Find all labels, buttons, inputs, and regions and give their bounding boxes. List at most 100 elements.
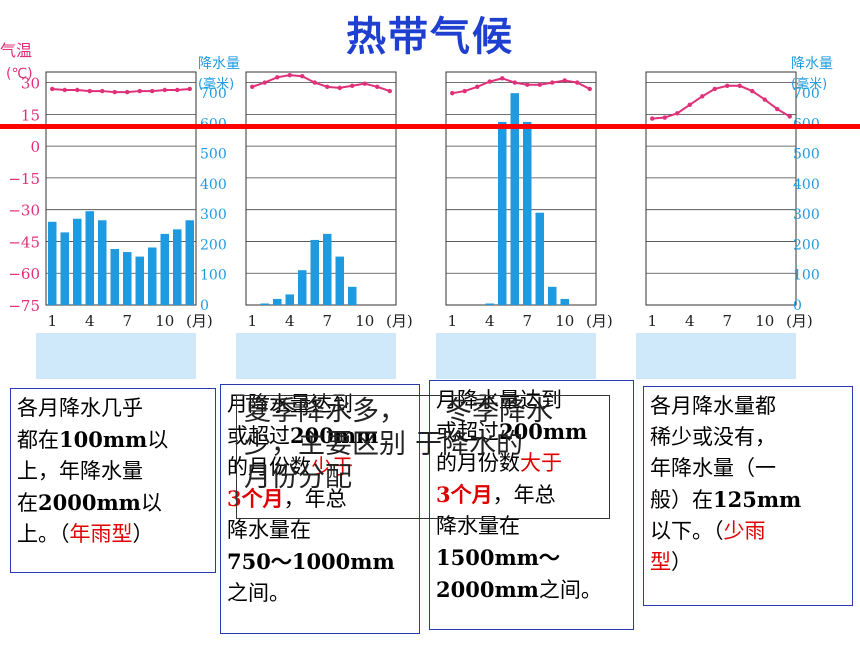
precip-bar [60,232,69,305]
temp-tick: −15 [8,170,40,188]
precip-bar [510,93,519,305]
box4-text: 各月降水量都 稀少或没有， 年降水量（一 般）在125mm 以下。（少雨 型） [650,394,802,574]
temp-point [362,81,367,86]
precip-bar [335,256,344,305]
precip-bar [135,256,144,305]
month-tick: 4 [485,312,495,330]
chart-frame [245,71,397,306]
temp-point [587,86,592,92]
temp-point [537,82,542,87]
month-tick: 1 [447,312,457,330]
precip-bar [523,121,532,305]
precip-tick: 300 [793,207,820,223]
precip-tick: 400 [793,177,820,193]
temp-point [737,83,742,88]
temp-tick: −60 [8,265,40,283]
precip-tick: 200 [200,237,227,253]
precip-bar [148,247,157,305]
label-slot-3 [436,333,596,379]
precip-bar [348,286,357,305]
month-tick: 7 [722,312,732,330]
temp-point [687,102,692,108]
temp-point [475,84,480,90]
precip-bar [48,221,57,305]
temp-point [512,80,517,85]
overlay-line-4: 冬季降水 [445,396,553,427]
overlay-text-left: 夏季降水多， 少，主要区别 月份分配 [244,396,406,494]
overlay-line-5: 于降水的 [415,429,523,460]
label-slot-2 [236,333,396,379]
highlight-line [0,124,860,129]
precip-bar [273,298,282,305]
precip-axis-title: 降水量 [198,56,240,72]
temp-point [662,115,667,120]
temp-point [50,86,55,92]
month-tick: 7 [322,312,332,330]
precip-tick: 0 [793,298,802,314]
month-tick: 10 [155,312,174,330]
precip-bar [73,218,82,305]
temp-point [762,97,767,102]
chart-frame [445,71,597,306]
temp-point [700,94,705,99]
temp-axis-title: 气温 [0,41,32,60]
precip-bar [123,252,132,305]
overlay-line-1: 夏季降水多， [244,396,406,427]
temp-point [100,88,105,94]
page-title: 热带气候 [346,14,514,60]
box1-text: 各月降水几乎 都在100mm以 上，年降水量 在2000mm以 上。（年雨型） [17,396,169,546]
month-tick: 7 [522,312,532,330]
box3-text: 月降水量达到 或超过200mm 的月份数大于 3个月，年总 降水量在 1500mm～ 200… [436,388,602,602]
temp-point [350,83,355,88]
description-box-1: 各月降水几乎 都在100mm以 上，年降水量 在2000mm以 上。（年雨型） [10,388,216,573]
precip-axis-unit: (毫米) [198,76,234,92]
temp-point [162,87,167,93]
precip-tick: 500 [793,147,820,163]
precip-tick: 700 [793,86,820,102]
overlay-line-3: 月份分配 [244,462,352,493]
temp-tick: −30 [8,202,40,220]
temp-point [525,82,530,87]
temp-point [550,80,555,85]
temp-point [712,86,717,92]
temp-point [325,84,330,90]
month-tick: 1 [47,312,57,330]
overlay-text-right: 冬季降水 于降水的 [415,396,553,461]
precip-bar [323,233,332,305]
precip-bar [85,211,94,305]
precip-bar [298,270,307,305]
temp-point [337,85,342,91]
temp-point [375,84,380,90]
precip-bar [260,303,269,305]
temp-point [262,80,267,85]
overlay-line-2: 少，主要区别 [244,429,406,460]
precip-bar [98,220,107,305]
month-tick: 10 [755,312,774,330]
precip-bar [110,249,119,305]
chart-frame [45,71,197,306]
temp-tick: −75 [8,297,40,315]
temp-point [775,106,780,112]
precip-axis-title: 降水量 [791,56,833,72]
precip-bar [498,121,507,305]
precip-tick: 700 [200,86,227,102]
temp-point [650,116,655,121]
precip-bar [560,298,569,305]
precip-tick: 500 [200,147,227,163]
temp-point [575,80,580,85]
temp-axis-unit: (℃) [6,66,33,82]
temp-point [87,88,92,94]
temp-point [462,88,467,94]
description-box-4: 各月降水量都 稀少或没有， 年降水量（一 般）在125mm 以下。（少雨 型） [643,386,853,606]
precip-tick: 100 [200,268,227,284]
precip-bar [185,220,194,305]
precip-bar [285,294,294,305]
month-unit: (月) [586,312,613,330]
month-tick: 10 [555,312,574,330]
month-unit: (月) [786,312,813,330]
month-tick: 10 [355,312,374,330]
label-slot-1 [36,333,196,379]
precip-bar [310,239,319,305]
month-tick: 7 [122,312,132,330]
month-unit: (月) [386,312,413,330]
